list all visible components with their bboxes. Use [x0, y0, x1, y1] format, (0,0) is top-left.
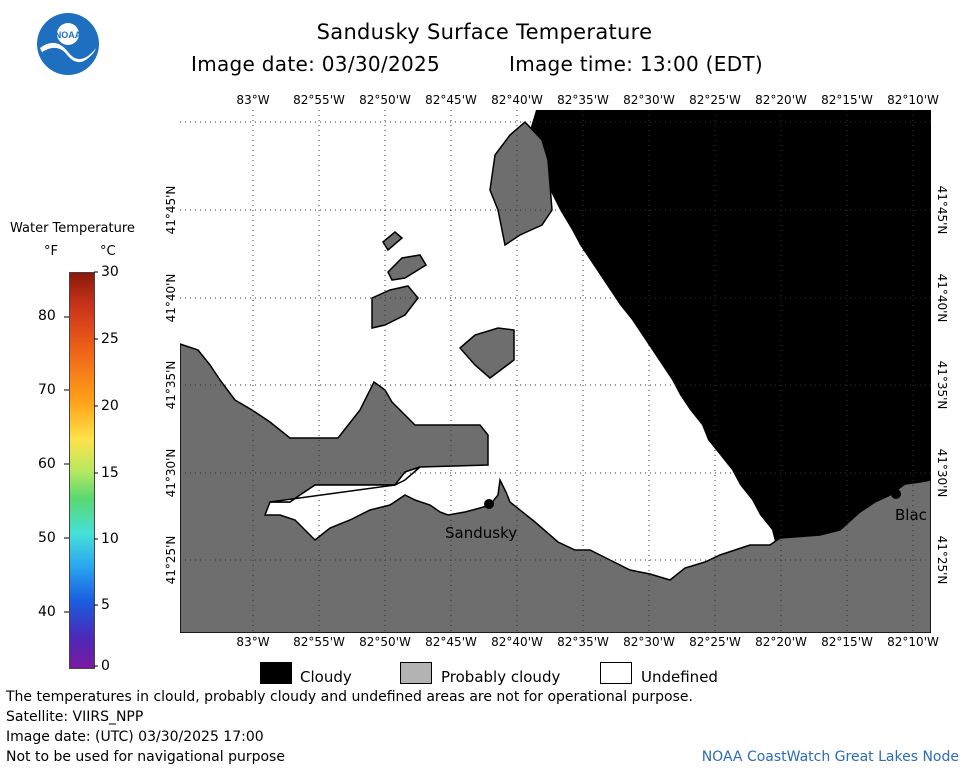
lat-label: 41°40'N [935, 273, 949, 323]
cloud-region [530, 110, 931, 542]
lat-label: 41°45'N [164, 185, 178, 235]
colorbar-c-tick: 30 [101, 264, 119, 280]
noaa-logo: NOAA [36, 12, 100, 76]
legend-swatch-probably-cloudy [400, 662, 432, 684]
legend-label-probably-cloudy: Probably cloudy [441, 668, 561, 686]
sst-map [180, 110, 931, 633]
lon-label: 82°15'W [821, 635, 873, 649]
lat-label: 41°45'N [935, 185, 949, 235]
nav-warning: Not to be used for navigational purpose [6, 749, 285, 765]
lon-label: 83°W [236, 93, 270, 107]
lon-label: 82°25'W [689, 93, 741, 107]
land-mainland [180, 343, 931, 633]
probably-cloudy-patch [371, 285, 419, 329]
disclaimer: The temperatures in clould, probably clo… [6, 689, 693, 705]
probably-cloudy-patch [387, 254, 428, 281]
lon-label: 82°15'W [821, 93, 873, 107]
lat-label: 41°40'N [164, 273, 178, 323]
colorbar-c-tick: 15 [101, 465, 119, 481]
lon-label: 82°35'W [557, 635, 609, 649]
city-marker [484, 499, 494, 509]
colorbar-unit-f: °F [44, 244, 58, 259]
probably-cloudy-patch [382, 231, 404, 252]
legend-swatch-cloudy [260, 662, 292, 684]
city-label: Blac [895, 506, 927, 524]
lat-label: 41°30'N [164, 448, 178, 498]
probably-cloudy-patch [458, 327, 515, 379]
lat-label: 41°25'N [935, 535, 949, 585]
colorbar-c-tick: 25 [101, 331, 119, 347]
lon-label: 82°25'W [689, 635, 741, 649]
lon-label: 82°45'W [425, 635, 477, 649]
lon-label: 82°45'W [425, 93, 477, 107]
lat-label: 41°30'N [935, 448, 949, 498]
colorbar-ticks [64, 271, 98, 667]
lon-label: 82°40'W [491, 635, 543, 649]
colorbar-f-tick: 60 [38, 456, 56, 472]
lon-label: 82°40'W [491, 93, 543, 107]
lon-label: 82°20'W [755, 93, 807, 107]
colorbar-f-tick: 70 [38, 382, 56, 398]
image-time: Image time: 13:00 (EDT) [509, 52, 764, 76]
lon-label: 82°20'W [755, 635, 807, 649]
lat-label: 41°25'N [164, 535, 178, 585]
lon-label: 82°35'W [557, 93, 609, 107]
lat-label: 41°35'N [935, 360, 949, 410]
utc-date: Image date: (UTC) 03/30/2025 17:00 [6, 729, 264, 745]
node-credit: NOAA CoastWatch Great Lakes Node [701, 749, 959, 765]
colorbar-title: Water Temperature [10, 221, 135, 236]
city-label: Sandusky [445, 524, 518, 542]
colorbar-unit-c: °C [100, 244, 116, 259]
lon-label: 82°10'W [887, 93, 939, 107]
lon-label: 82°10'W [887, 635, 939, 649]
legend-label-cloudy: Cloudy [300, 668, 352, 686]
lon-label: 83°W [236, 635, 270, 649]
lon-label: 82°30'W [623, 93, 675, 107]
colorbar-c-tick: 5 [101, 597, 110, 613]
lon-label: 82°55'W [293, 635, 345, 649]
lat-label: 41°35'N [164, 360, 178, 410]
lon-label: 82°50'W [359, 635, 411, 649]
legend-swatch-undefined [600, 662, 632, 684]
colorbar-gradient [69, 272, 95, 669]
lon-label: 82°50'W [359, 93, 411, 107]
colorbar-f-tick: 80 [38, 308, 56, 324]
city-marker [891, 489, 901, 499]
page-title: Sandusky Surface Temperature [316, 20, 653, 44]
lon-label: 82°55'W [293, 93, 345, 107]
colorbar-f-tick: 50 [38, 530, 56, 546]
colorbar-c-tick: 0 [101, 658, 110, 674]
colorbar-c-tick: 10 [101, 531, 119, 547]
satellite: Satellite: VIIRS_NPP [6, 709, 144, 725]
legend-label-undefined: Undefined [641, 668, 718, 686]
colorbar-c-tick: 20 [101, 398, 119, 414]
svg-text:NOAA: NOAA [55, 30, 82, 40]
image-date: Image date: 03/30/2025 [191, 52, 441, 76]
lon-label: 82°30'W [623, 635, 675, 649]
colorbar-f-tick: 40 [38, 604, 56, 620]
probably-cloudy-patch [489, 120, 553, 247]
